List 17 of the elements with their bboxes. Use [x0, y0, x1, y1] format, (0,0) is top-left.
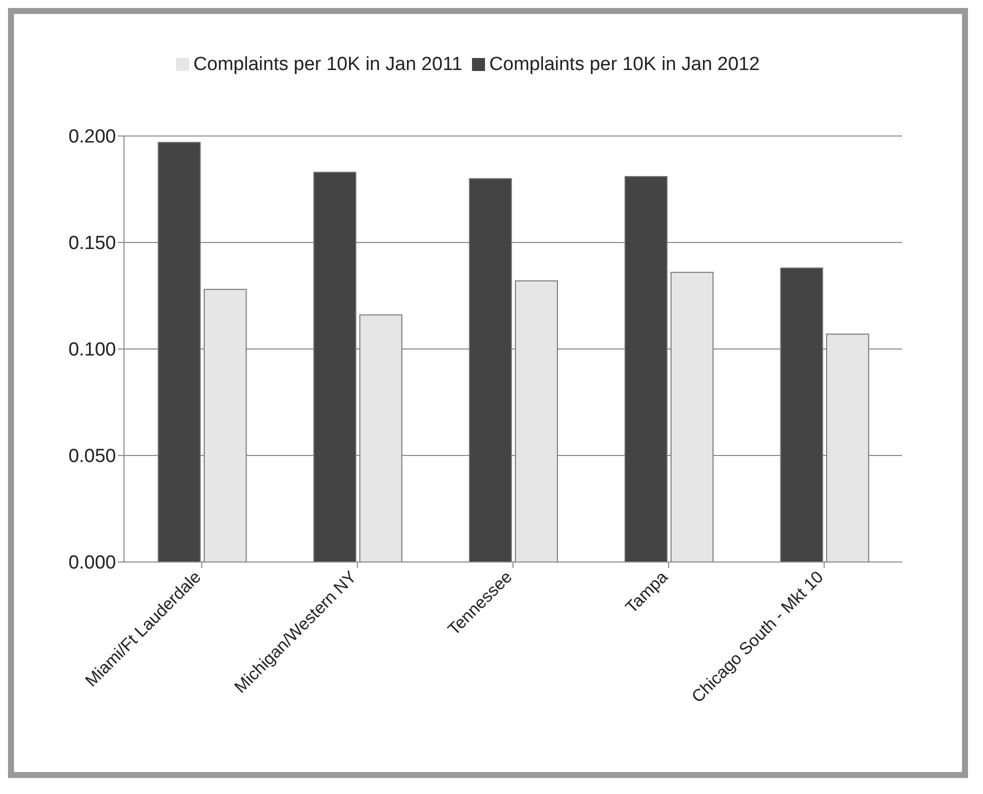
bar [204, 288, 247, 562]
y-tick-label: 0.050 [68, 446, 116, 468]
bar [313, 172, 356, 562]
y-tick-label: 0.150 [68, 233, 116, 254]
bar [780, 268, 824, 562]
y-tick-label: 0.100 [68, 340, 116, 361]
bar [826, 334, 870, 562]
y-tick-label: 0.200 [68, 126, 116, 148]
y-tick-label: 0.000 [68, 552, 116, 574]
bar [514, 280, 558, 562]
legend-label: Complaints per 10K in Jan 2012 [489, 54, 760, 75]
legend-label: Complaints per 10K in Jan 2011 [193, 54, 462, 75]
bar [359, 314, 402, 562]
bar [158, 142, 201, 562]
bar [624, 176, 668, 562]
bar [670, 272, 714, 562]
bar [468, 178, 512, 562]
